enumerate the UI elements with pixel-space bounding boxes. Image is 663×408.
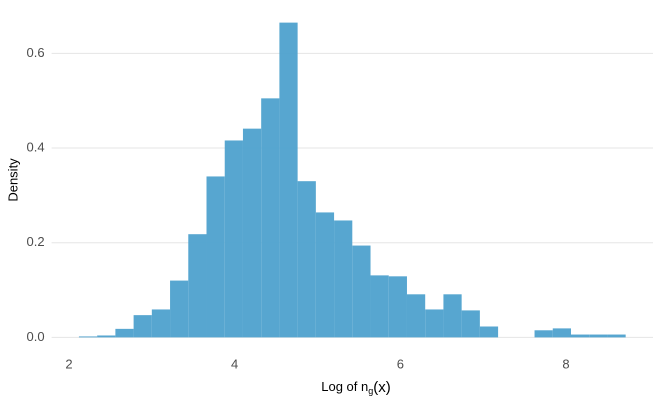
- bar: [188, 234, 207, 338]
- y-tick-label: 0.0: [27, 329, 45, 344]
- bar: [242, 128, 262, 338]
- bar: [261, 98, 280, 338]
- bar: [97, 335, 116, 338]
- x-tick-label: 2: [65, 356, 72, 371]
- bar: [279, 22, 298, 338]
- bar: [370, 275, 389, 338]
- x-axis-title-subscript: g: [368, 386, 373, 396]
- y-tick-label: 0.2: [27, 234, 45, 249]
- y-tick-label: 0.4: [27, 139, 45, 154]
- bar: [133, 315, 152, 338]
- bar: [315, 212, 335, 338]
- bar: [479, 326, 499, 338]
- bar: [589, 334, 608, 338]
- bar: [425, 309, 444, 338]
- bar: [78, 336, 98, 338]
- bar: [297, 181, 316, 338]
- bar: [206, 176, 225, 338]
- bar: [388, 276, 407, 338]
- x-axis-title-suffix: (x): [373, 379, 391, 396]
- bar: [352, 245, 371, 338]
- bar: [170, 280, 189, 338]
- bar: [607, 334, 626, 338]
- y-tick-label: 0.6: [27, 45, 45, 60]
- bar: [534, 330, 553, 338]
- bar: [461, 310, 480, 338]
- bar: [151, 309, 171, 338]
- x-tick-label: 6: [397, 356, 404, 371]
- bar: [406, 294, 426, 338]
- x-tick-label: 4: [231, 356, 238, 371]
- bar: [570, 334, 590, 338]
- bar: [224, 140, 243, 338]
- bar: [115, 328, 134, 338]
- bar: [443, 294, 462, 338]
- bar: [334, 220, 353, 338]
- x-axis-title-text: Log of n: [321, 379, 368, 394]
- y-axis-title: Density: [5, 158, 20, 202]
- bar: [552, 328, 571, 338]
- x-axis-title: Log of ng(x): [321, 379, 391, 396]
- x-tick-label: 8: [562, 356, 569, 371]
